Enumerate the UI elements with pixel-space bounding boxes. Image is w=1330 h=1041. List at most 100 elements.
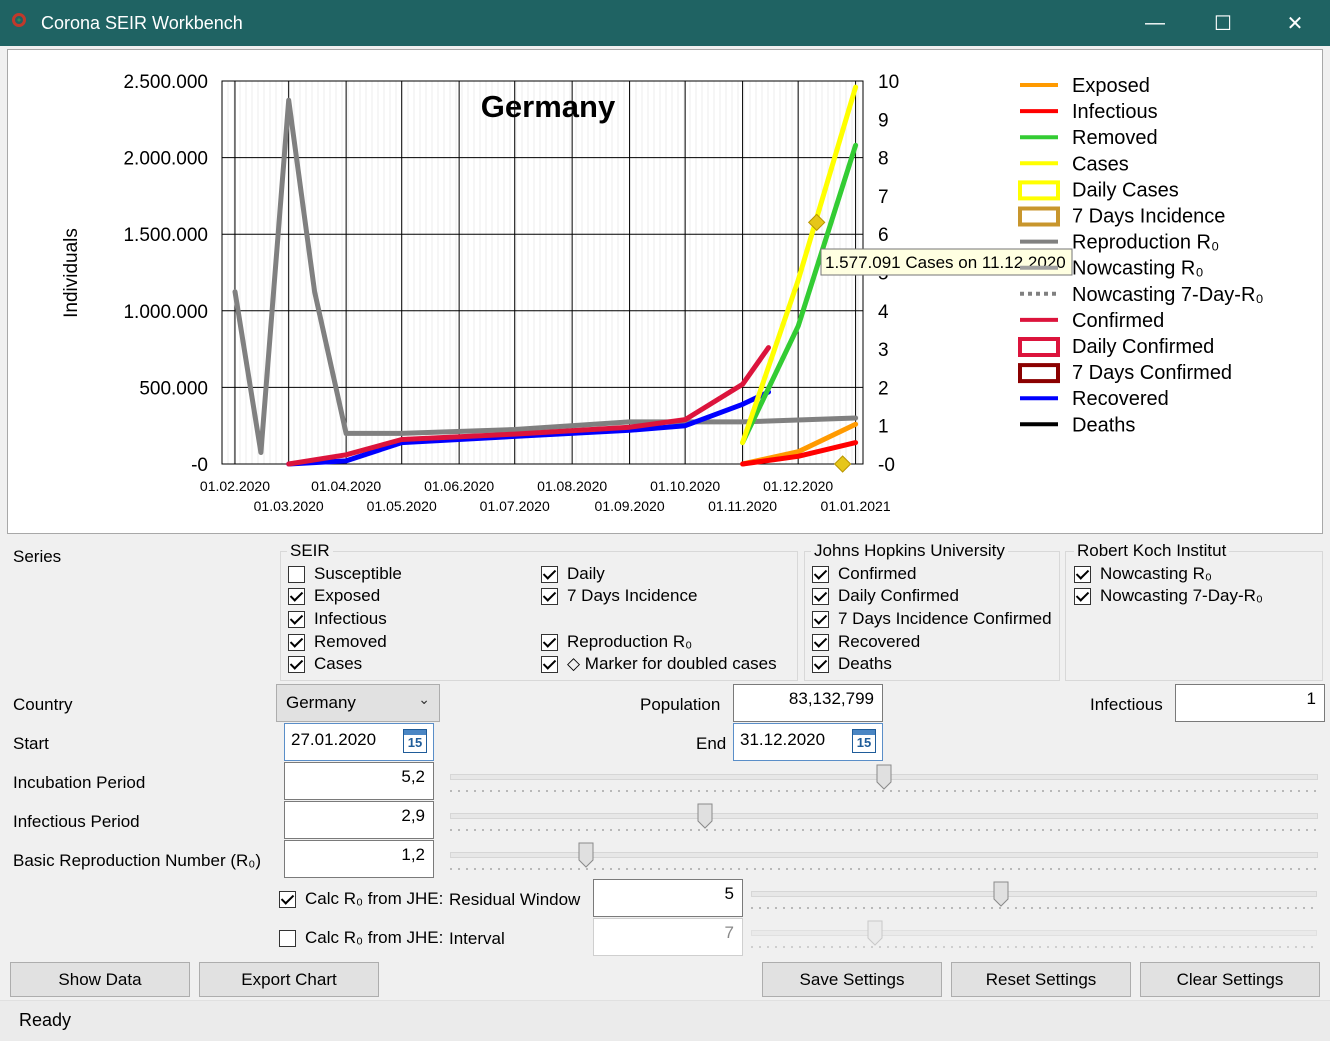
slider-thumb[interactable] xyxy=(578,842,594,868)
show-data-button[interactable]: Show Data xyxy=(10,962,190,997)
checkbox-box[interactable] xyxy=(812,587,829,605)
checkbox-calc-r0-residual[interactable]: Calc R₀ from JHE: xyxy=(279,888,443,910)
reset-settings-button[interactable]: Reset Settings xyxy=(951,962,1131,997)
y-right-tick-label: 7 xyxy=(878,187,889,208)
checkbox-susceptible[interactable]: Susceptible xyxy=(288,563,402,585)
interval-slider[interactable] xyxy=(751,920,1317,956)
checkbox-exposed[interactable]: Exposed xyxy=(288,585,380,607)
slider-track xyxy=(751,891,1317,897)
jhu-items: Confirmed Daily Confirmed 7 Days Inciden… xyxy=(812,560,1056,680)
checkbox-calc-r0-interval[interactable]: Calc R₀ from JHE: xyxy=(279,927,443,949)
close-button[interactable]: ✕ xyxy=(1286,12,1304,35)
checkbox-daily[interactable]: Daily xyxy=(541,563,605,585)
slider-track xyxy=(450,813,1318,819)
checkbox-removed[interactable]: Removed xyxy=(288,631,387,653)
residual-window-field[interactable]: 5 xyxy=(593,879,743,917)
x-tick-label: 01.02.2020 xyxy=(200,478,270,494)
slider-thumb[interactable] xyxy=(697,803,713,829)
checkbox-box[interactable] xyxy=(812,565,829,583)
series-line xyxy=(286,345,771,467)
checkbox-box[interactable] xyxy=(1074,565,1091,583)
slider-thumb[interactable] xyxy=(876,764,892,790)
checkbox-confirmed[interactable]: Confirmed xyxy=(812,563,916,585)
infectious-period-slider[interactable] xyxy=(450,803,1318,839)
slider-ticks xyxy=(450,790,1318,792)
checkbox-box[interactable] xyxy=(541,633,558,651)
x-tick-label: 01.07.2020 xyxy=(480,498,550,514)
minimize-button[interactable]: — xyxy=(1145,11,1165,34)
checkbox-box[interactable] xyxy=(1074,587,1091,605)
checkbox-label: ◇ Marker for doubled cases xyxy=(567,654,777,673)
checkbox-deaths[interactable]: Deaths xyxy=(812,653,892,675)
series-line xyxy=(740,440,859,467)
checkbox-box[interactable] xyxy=(541,565,558,583)
x-tick-label: 01.08.2020 xyxy=(537,478,607,494)
series-line xyxy=(286,389,771,467)
end-date-picker[interactable]: 31.12.2020 15 xyxy=(733,723,883,761)
infectious-period-field[interactable]: 2,9 xyxy=(284,801,434,839)
slider-track xyxy=(450,852,1318,858)
checkbox-nowcasting-r0[interactable]: Nowcasting R₀ xyxy=(1074,563,1212,585)
checkbox-box[interactable] xyxy=(812,610,829,628)
chart-title: Germany xyxy=(481,89,616,124)
chevron-down-icon: ⌄ xyxy=(418,691,430,707)
checkbox-daily-confirmed[interactable]: Daily Confirmed xyxy=(812,585,959,607)
checkbox-box[interactable] xyxy=(279,890,296,908)
series-line xyxy=(740,84,859,446)
checkbox-box[interactable] xyxy=(288,633,305,651)
checkbox-label: Recovered xyxy=(838,632,921,651)
basic-reproduction-number-slider[interactable] xyxy=(450,842,1318,878)
legend-label: Daily Confirmed xyxy=(1072,336,1214,358)
checkbox-marker-doubled-cases[interactable]: ◇ Marker for doubled cases xyxy=(541,653,777,675)
legend-label: Cases xyxy=(1072,153,1129,175)
infectious-period-label: Infectious Period xyxy=(13,812,140,831)
residual-window-slider[interactable] xyxy=(751,881,1317,917)
legend-label: 7 Days Incidence xyxy=(1072,206,1225,228)
checkbox-7-days-incidence[interactable]: 7 Days Incidence xyxy=(541,585,697,607)
incubation-period-slider[interactable] xyxy=(450,764,1318,800)
slider-thumb[interactable] xyxy=(867,920,883,946)
checkbox-box[interactable] xyxy=(541,587,558,605)
checkbox-label: Calc R₀ from JHE: xyxy=(305,928,444,947)
country-label: Country xyxy=(13,695,73,714)
checkbox-box[interactable] xyxy=(288,565,305,583)
checkbox-box[interactable] xyxy=(288,655,305,673)
calendar-icon[interactable]: 15 xyxy=(403,729,427,753)
infectious-field[interactable]: 1 xyxy=(1175,684,1325,722)
y-right-tick-label: 3 xyxy=(878,340,889,361)
export-chart-button[interactable]: Export Chart xyxy=(199,962,379,997)
checkbox-box[interactable] xyxy=(812,633,829,651)
checkbox-box[interactable] xyxy=(288,610,305,628)
basic-reproduction-number-label: Basic Reproduction Number (R₀) xyxy=(13,851,261,870)
calendar-icon[interactable]: 15 xyxy=(852,729,876,753)
start-date-value: 27.01.2020 xyxy=(291,730,377,749)
checkbox-recovered[interactable]: Recovered xyxy=(812,631,920,653)
checkbox-label: Reproduction R₀ xyxy=(567,632,693,651)
save-settings-button[interactable]: Save Settings xyxy=(762,962,942,997)
y-left-tick-label: 2.000.000 xyxy=(123,149,208,170)
basic-reproduction-number-field[interactable]: 1,2 xyxy=(284,840,434,878)
x-tick-label: 01.10.2020 xyxy=(650,478,720,494)
chart-panel[interactable]: 2.500.000 2.000.000 1.500.000 1.000.000 500.… xyxy=(7,49,1323,534)
checkbox-box[interactable] xyxy=(279,929,296,947)
slider-thumb[interactable] xyxy=(993,881,1009,907)
clear-settings-button[interactable]: Clear Settings xyxy=(1140,962,1320,997)
population-field[interactable]: 83,132,799 xyxy=(733,684,883,722)
checkbox-infectious[interactable]: Infectious xyxy=(288,608,387,630)
checkbox-box[interactable] xyxy=(541,655,558,673)
maximize-button[interactable]: ☐ xyxy=(1214,12,1232,35)
checkbox-box[interactable] xyxy=(288,587,305,605)
checkbox-box[interactable] xyxy=(812,655,829,673)
seir-chart[interactable]: 2.500.000 2.000.000 1.500.000 1.000.000 500.… xyxy=(8,50,1322,533)
rki-group-title: Robert Koch Institut xyxy=(1074,541,1230,561)
start-date-picker[interactable]: 27.01.2020 15 xyxy=(284,723,434,761)
checkbox-7-days-incidence-confirmed[interactable]: 7 Days Incidence Confirmed xyxy=(812,608,1052,630)
incubation-period-field[interactable]: 5,2 xyxy=(284,762,434,800)
interval-field[interactable]: 7 xyxy=(593,918,743,956)
end-label: End xyxy=(696,734,727,753)
checkbox-label: Calc R₀ from JHE: xyxy=(305,889,444,908)
checkbox-cases[interactable]: Cases xyxy=(288,653,362,675)
checkbox-reproduction-r0[interactable]: Reproduction R₀ xyxy=(541,631,692,653)
checkbox-nowcasting-7-day-r0[interactable]: Nowcasting 7-Day-R₀ xyxy=(1074,585,1263,607)
country-select[interactable]: Germany ⌄ xyxy=(276,684,440,722)
